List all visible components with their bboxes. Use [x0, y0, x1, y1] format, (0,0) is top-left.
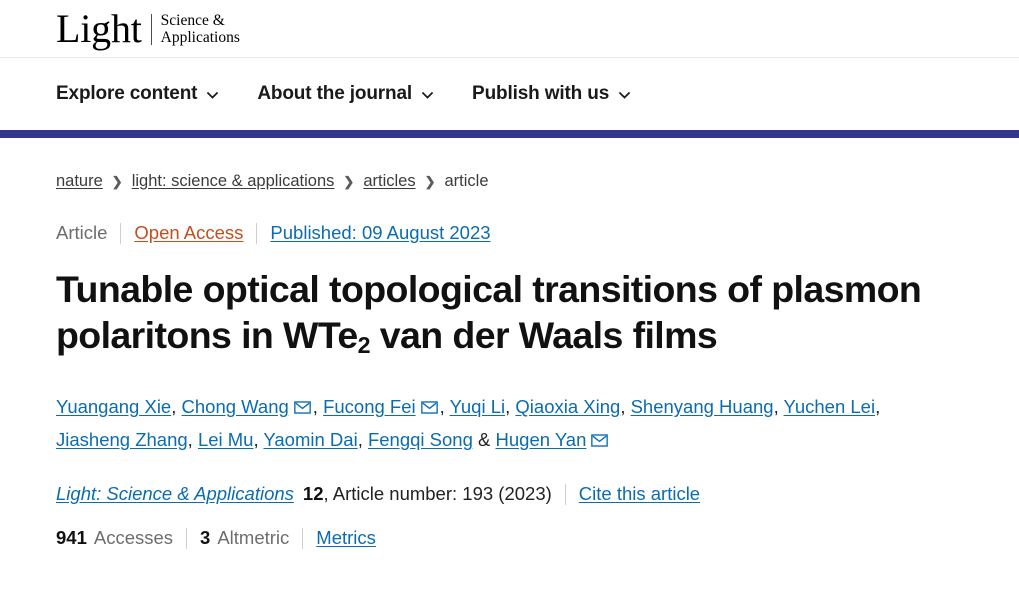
author-link[interactable]: Fucong Fei [323, 396, 416, 417]
primary-navigation: Explore content About the journal Publis… [0, 58, 1019, 130]
author-link[interactable]: Yuchen Lei [783, 396, 876, 417]
breadcrumb-separator-icon: ❯ [424, 174, 436, 189]
open-access-badge[interactable]: Open Access [134, 222, 244, 243]
chevron-down-icon [421, 89, 434, 102]
author-link[interactable]: Yuangang Xie [56, 396, 172, 417]
meta-divider [120, 222, 122, 244]
meta-divider [256, 222, 258, 244]
breadcrumb-item-articles[interactable]: articles [363, 172, 416, 190]
author-link[interactable]: Jiasheng Zhang [56, 429, 188, 450]
author-separator: , [875, 396, 881, 417]
volume-number: 12 [302, 483, 324, 504]
author-link[interactable]: Chong Wang [181, 396, 289, 417]
author-separator: , [171, 396, 182, 417]
metrics-line: 941 Accesses 3 Altmetric Metrics [56, 527, 963, 549]
author-list: Yuangang Xie, Chong Wang, Fucong Fei, Yu… [56, 390, 963, 456]
page-title: Tunable optical topological transitions … [56, 266, 963, 363]
chevron-down-icon [618, 89, 631, 102]
brand-color-band [0, 130, 1019, 138]
article-number-text: , Article number: 193 (2023) [323, 483, 552, 504]
breadcrumb-separator-icon: ❯ [111, 174, 123, 189]
nav-item-publish-with-us[interactable]: Publish with us [472, 83, 631, 105]
citation-divider [564, 483, 566, 505]
logo-divider [150, 13, 152, 45]
article-header: nature ❯ light: science & applications ❯… [0, 138, 1019, 549]
metrics-link[interactable]: Metrics [316, 527, 376, 548]
envelope-icon[interactable] [293, 401, 311, 414]
author-link[interactable]: Yaomin Dai [263, 429, 358, 450]
breadcrumb-item-journal[interactable]: light: science & applications [131, 172, 335, 190]
article-meta-line: Article Open Access Published: 09 August… [56, 191, 963, 244]
metrics-divider [186, 527, 188, 549]
nav-item-label: Explore content [56, 83, 198, 104]
logo-subtitle-line-2: Applications [160, 28, 240, 46]
page-title-part-2: van der Waals films [369, 314, 718, 356]
altmetric-label: Altmetric [217, 527, 290, 548]
author-separator: , [187, 429, 198, 450]
nav-item-explore-content[interactable]: Explore content [56, 83, 219, 105]
author-link[interactable]: Shenyang Huang [630, 396, 774, 417]
author-link[interactable]: Hugen Yan [495, 429, 587, 450]
envelope-icon[interactable] [420, 401, 438, 414]
breadcrumb-item-current: article [444, 172, 489, 190]
author-separator: , [773, 396, 784, 417]
logo-subtitle: Science & Applications [152, 12, 240, 46]
author-separator: , [620, 396, 631, 417]
breadcrumb-separator-icon: ❯ [343, 174, 355, 189]
nav-item-about-the-journal[interactable]: About the journal [257, 83, 434, 105]
article-type-label: Article [56, 222, 108, 243]
logo-wordmark: Light [56, 5, 142, 51]
page-title-part-1: Tunable optical topological transitions … [56, 268, 922, 356]
altmetric-count: 3 [200, 527, 211, 548]
author-separator: , [357, 429, 368, 450]
author-link[interactable]: Qiaoxia Xing [515, 396, 621, 417]
author-link[interactable]: Yuqi Li [449, 396, 506, 417]
envelope-icon[interactable] [591, 434, 609, 447]
author-separator: , [312, 396, 324, 417]
breadcrumb: nature ❯ light: science & applications ❯… [56, 138, 963, 191]
author-separator: , [253, 429, 264, 450]
logo-subtitle-line-1: Science & [160, 11, 225, 29]
site-masthead: Light Science & Applications [0, 0, 1019, 58]
page-title-subscript: 2 [357, 332, 371, 359]
accesses-label: Accesses [93, 527, 174, 548]
author-link[interactable]: Fengqi Song [367, 429, 473, 450]
author-separator: , [505, 396, 516, 417]
author-separator: & [472, 429, 496, 450]
metrics-divider [302, 527, 304, 549]
accesses-count: 941 [56, 527, 87, 548]
journal-logo[interactable]: Light Science & Applications [56, 5, 240, 51]
chevron-down-icon [206, 89, 219, 102]
published-date-link[interactable]: Published: 09 August 2023 [270, 222, 491, 243]
nav-item-label: About the journal [257, 83, 413, 104]
author-separator: , [439, 396, 450, 417]
citation-line: Light: Science & Applications 12 , Artic… [56, 483, 963, 505]
author-link[interactable]: Lei Mu [197, 429, 254, 450]
journal-name-link[interactable]: Light: Science & Applications [56, 483, 294, 504]
nav-item-label: Publish with us [472, 83, 610, 104]
breadcrumb-item-nature[interactable]: nature [56, 172, 103, 190]
cite-this-article-link[interactable]: Cite this article [578, 483, 701, 504]
